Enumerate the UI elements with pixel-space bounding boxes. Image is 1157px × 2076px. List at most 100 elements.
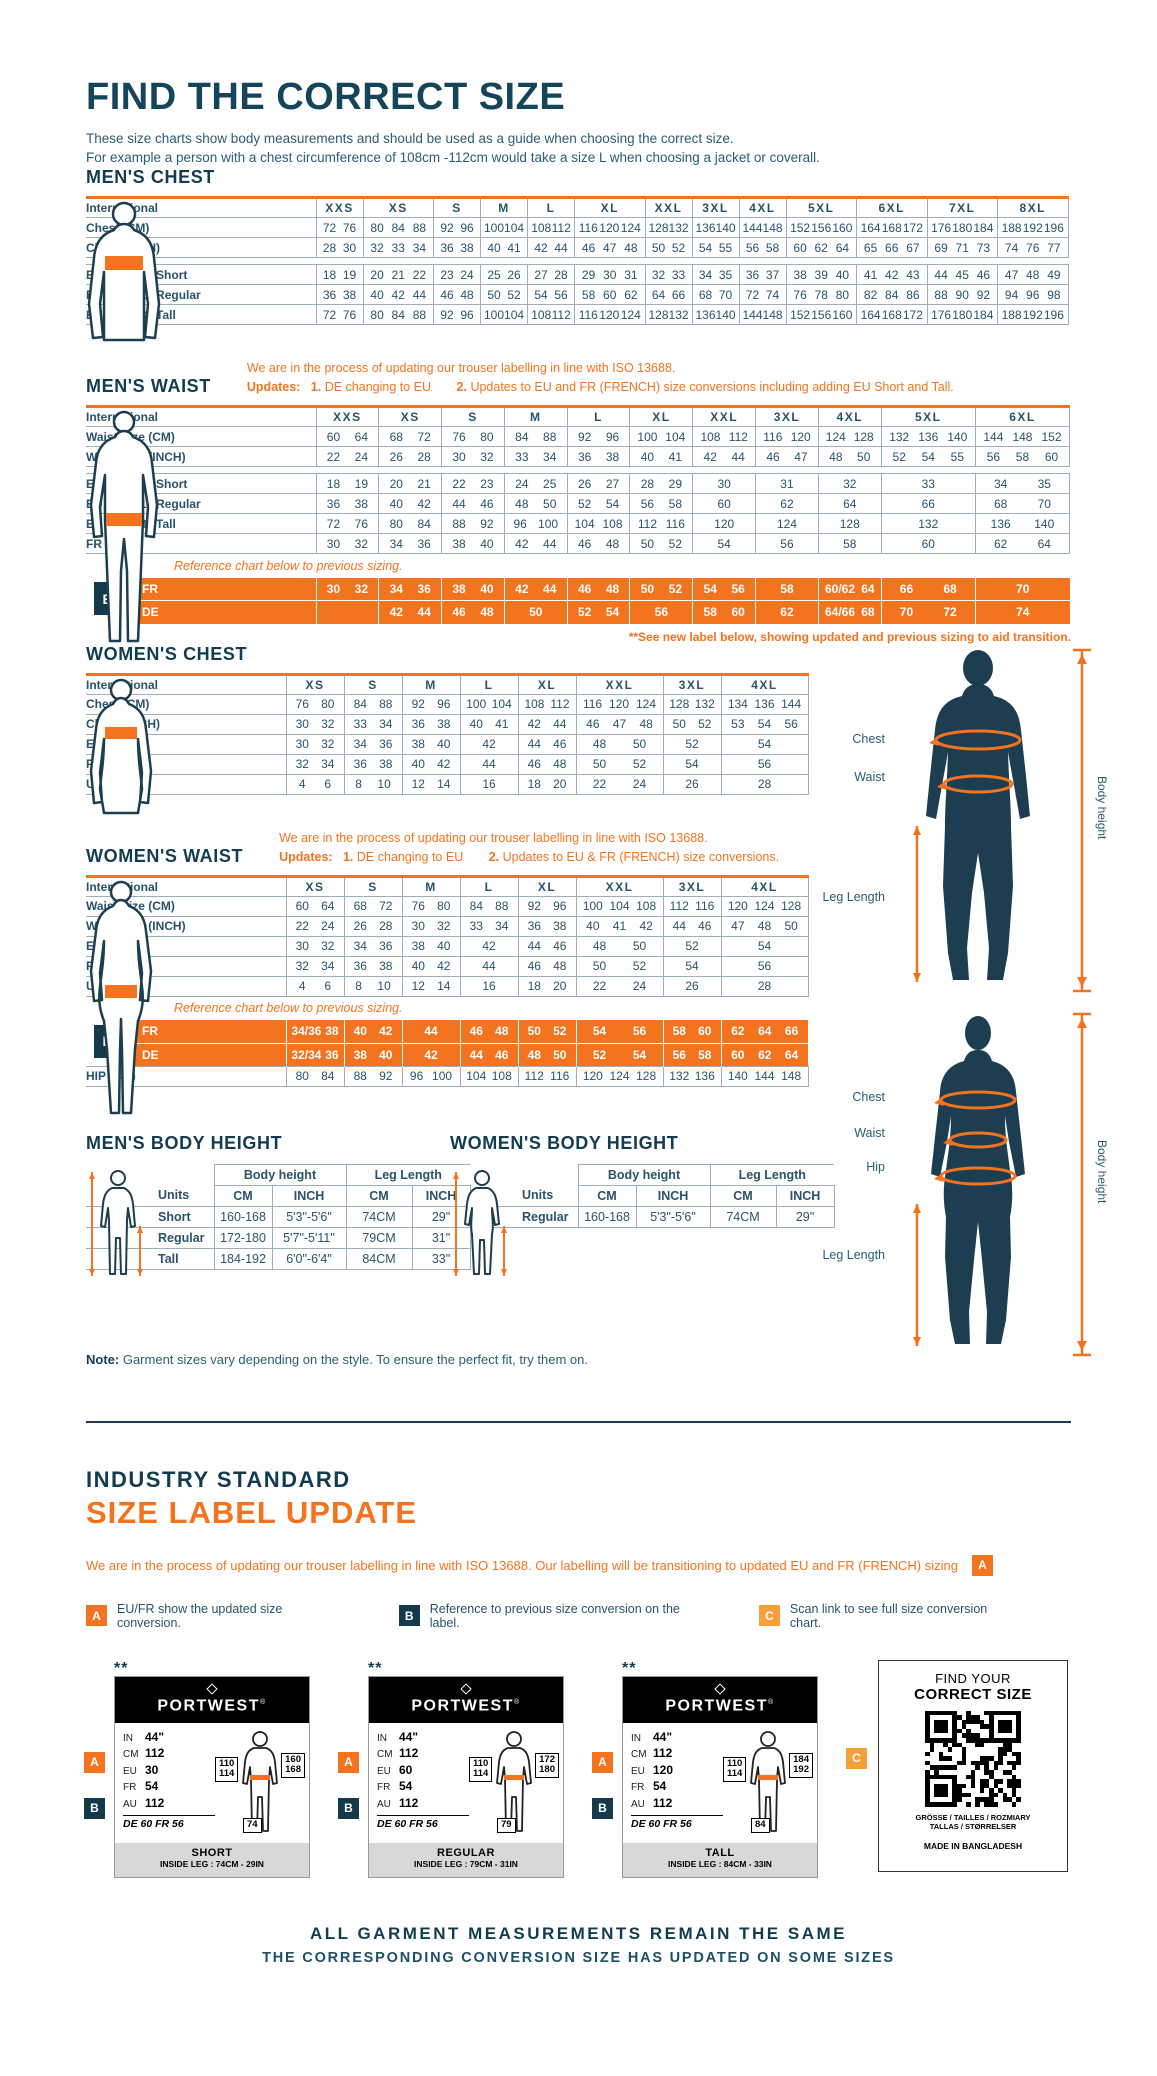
- column-header: CM: [213, 1185, 272, 1207]
- size-label-card: ** PORTWEST® IN 44" CM 112 EU 60 FR 54 AU 112 DE …: [338, 1660, 564, 1878]
- value: 28: [322, 240, 337, 255]
- value: 52: [671, 240, 686, 255]
- size-value: 54: [145, 1779, 159, 1793]
- cell-values: 54: [722, 737, 807, 751]
- cell-values: 46 48: [519, 959, 576, 973]
- cell-values: 72 76: [317, 517, 378, 531]
- cell-values: 144 148: [740, 308, 786, 322]
- measure-value: 160: [285, 1753, 301, 1765]
- value: 42: [515, 536, 529, 551]
- male-chest-label: Chest: [852, 732, 885, 746]
- value: 30: [326, 536, 341, 551]
- value: 44: [731, 449, 745, 464]
- cell-values: 152 156 160: [787, 308, 856, 322]
- size-cell: 92 96: [433, 217, 481, 238]
- value: 50: [487, 287, 501, 302]
- cell-values: 36 38: [345, 757, 402, 771]
- value: 50: [640, 581, 655, 596]
- size-cell: 36 38: [343, 956, 402, 977]
- size-cell: 62 64 66: [720, 1020, 808, 1043]
- size-header: XS: [362, 197, 434, 218]
- column-header: CM: [345, 1185, 412, 1207]
- value: 96: [1026, 287, 1040, 302]
- value: 32: [843, 476, 857, 491]
- cell-values: 68 72: [380, 429, 441, 444]
- size-cell: 34 36: [378, 533, 442, 554]
- value: 72: [322, 307, 337, 322]
- previous-sizing-row: FR 34/36 38 40 42 44 46 48 50 52 54 56 58 60 62 64 66: [86, 1020, 808, 1043]
- cell-values: 116 120 124: [577, 697, 663, 711]
- value: 48: [592, 737, 607, 751]
- value: 32: [295, 757, 309, 771]
- cell-values: 108 112: [694, 429, 755, 444]
- value: 136: [695, 307, 716, 322]
- value: 124: [754, 899, 775, 913]
- value: 8: [355, 777, 362, 791]
- value: 33: [353, 717, 367, 731]
- cell-values: 42 44: [505, 582, 566, 596]
- size-header: 3XL: [662, 876, 721, 897]
- womens-waist-heading: WOMEN'S WAIST: [86, 845, 244, 866]
- cell-values: 44 46: [461, 1048, 518, 1062]
- value: 80: [389, 516, 403, 531]
- size-cell: 20 21: [378, 473, 442, 494]
- cell-values: 20 21: [380, 477, 441, 491]
- badge-b-icon: B: [338, 1797, 359, 1819]
- value: 116: [695, 899, 715, 913]
- value: 92: [440, 307, 454, 322]
- value: 72: [417, 429, 431, 444]
- value: 8: [355, 979, 362, 993]
- size-cell: 116 120 124: [574, 217, 645, 238]
- cell-values: 144 148 152: [976, 430, 1068, 444]
- cell-values: 38 40: [443, 537, 504, 551]
- card-stars: **: [622, 1659, 637, 1677]
- value: 62: [758, 1047, 772, 1062]
- table-row: Waist Size (CM)6064687276808488929610010…: [86, 896, 809, 917]
- value: 112: [728, 429, 748, 444]
- value: 54: [757, 717, 772, 731]
- cell-values: 50 52: [664, 717, 721, 731]
- value: 176: [931, 220, 952, 235]
- value: 10: [377, 979, 391, 993]
- cell-values: 96 100: [505, 517, 566, 531]
- size-cell: 44 46: [459, 1042, 518, 1066]
- value: 58: [698, 1047, 712, 1062]
- value: 92: [976, 287, 991, 302]
- card-person-icon: [750, 1730, 786, 1832]
- size-cell: 56: [755, 533, 819, 554]
- value: 76: [342, 220, 357, 235]
- size-header-row: InternationalXSSMLXLXXL3XL4XL: [86, 674, 809, 695]
- value: 60: [731, 1047, 745, 1062]
- size-cell: 50 52: [480, 284, 528, 305]
- cell-values: 82 84 86: [857, 288, 926, 302]
- cell-values: 40 42: [403, 757, 460, 771]
- measure-value: 180: [539, 1764, 555, 1775]
- cell-values: 34 35: [976, 477, 1068, 491]
- size-cell: 112 116: [629, 513, 693, 534]
- value: 42: [437, 959, 451, 973]
- table-row: Chest (INCH)3032333436384041424446474850…: [86, 714, 809, 735]
- cell-values: 42: [403, 1048, 460, 1062]
- value: 62: [780, 496, 794, 511]
- size-cell: 54 55: [691, 237, 739, 258]
- cell-values: 58 60: [694, 605, 755, 619]
- size-system-label: CM: [631, 1749, 647, 1760]
- size-cell: 30: [692, 473, 756, 494]
- size-cell: 46 47 48: [575, 714, 663, 735]
- value: 48: [757, 919, 772, 933]
- value: 44: [482, 959, 496, 973]
- size-cell: 60/62 64: [817, 577, 882, 601]
- cell-values: 34 36: [345, 737, 402, 751]
- size-cell: 136 140: [691, 304, 739, 325]
- size-cell: 12 14: [401, 976, 460, 997]
- value: 156: [811, 220, 832, 235]
- cell-values: 69 71 73: [928, 241, 997, 255]
- size-cell: 82 84 86: [856, 284, 927, 305]
- size-cell: 60 64: [315, 426, 379, 447]
- size-cell: 53 54 56: [720, 714, 809, 735]
- cell-values: 50 52: [577, 757, 663, 771]
- size-cell: 42 44: [503, 577, 568, 601]
- womens-waist-figure-icon: [89, 880, 153, 1114]
- value: 44: [554, 240, 568, 255]
